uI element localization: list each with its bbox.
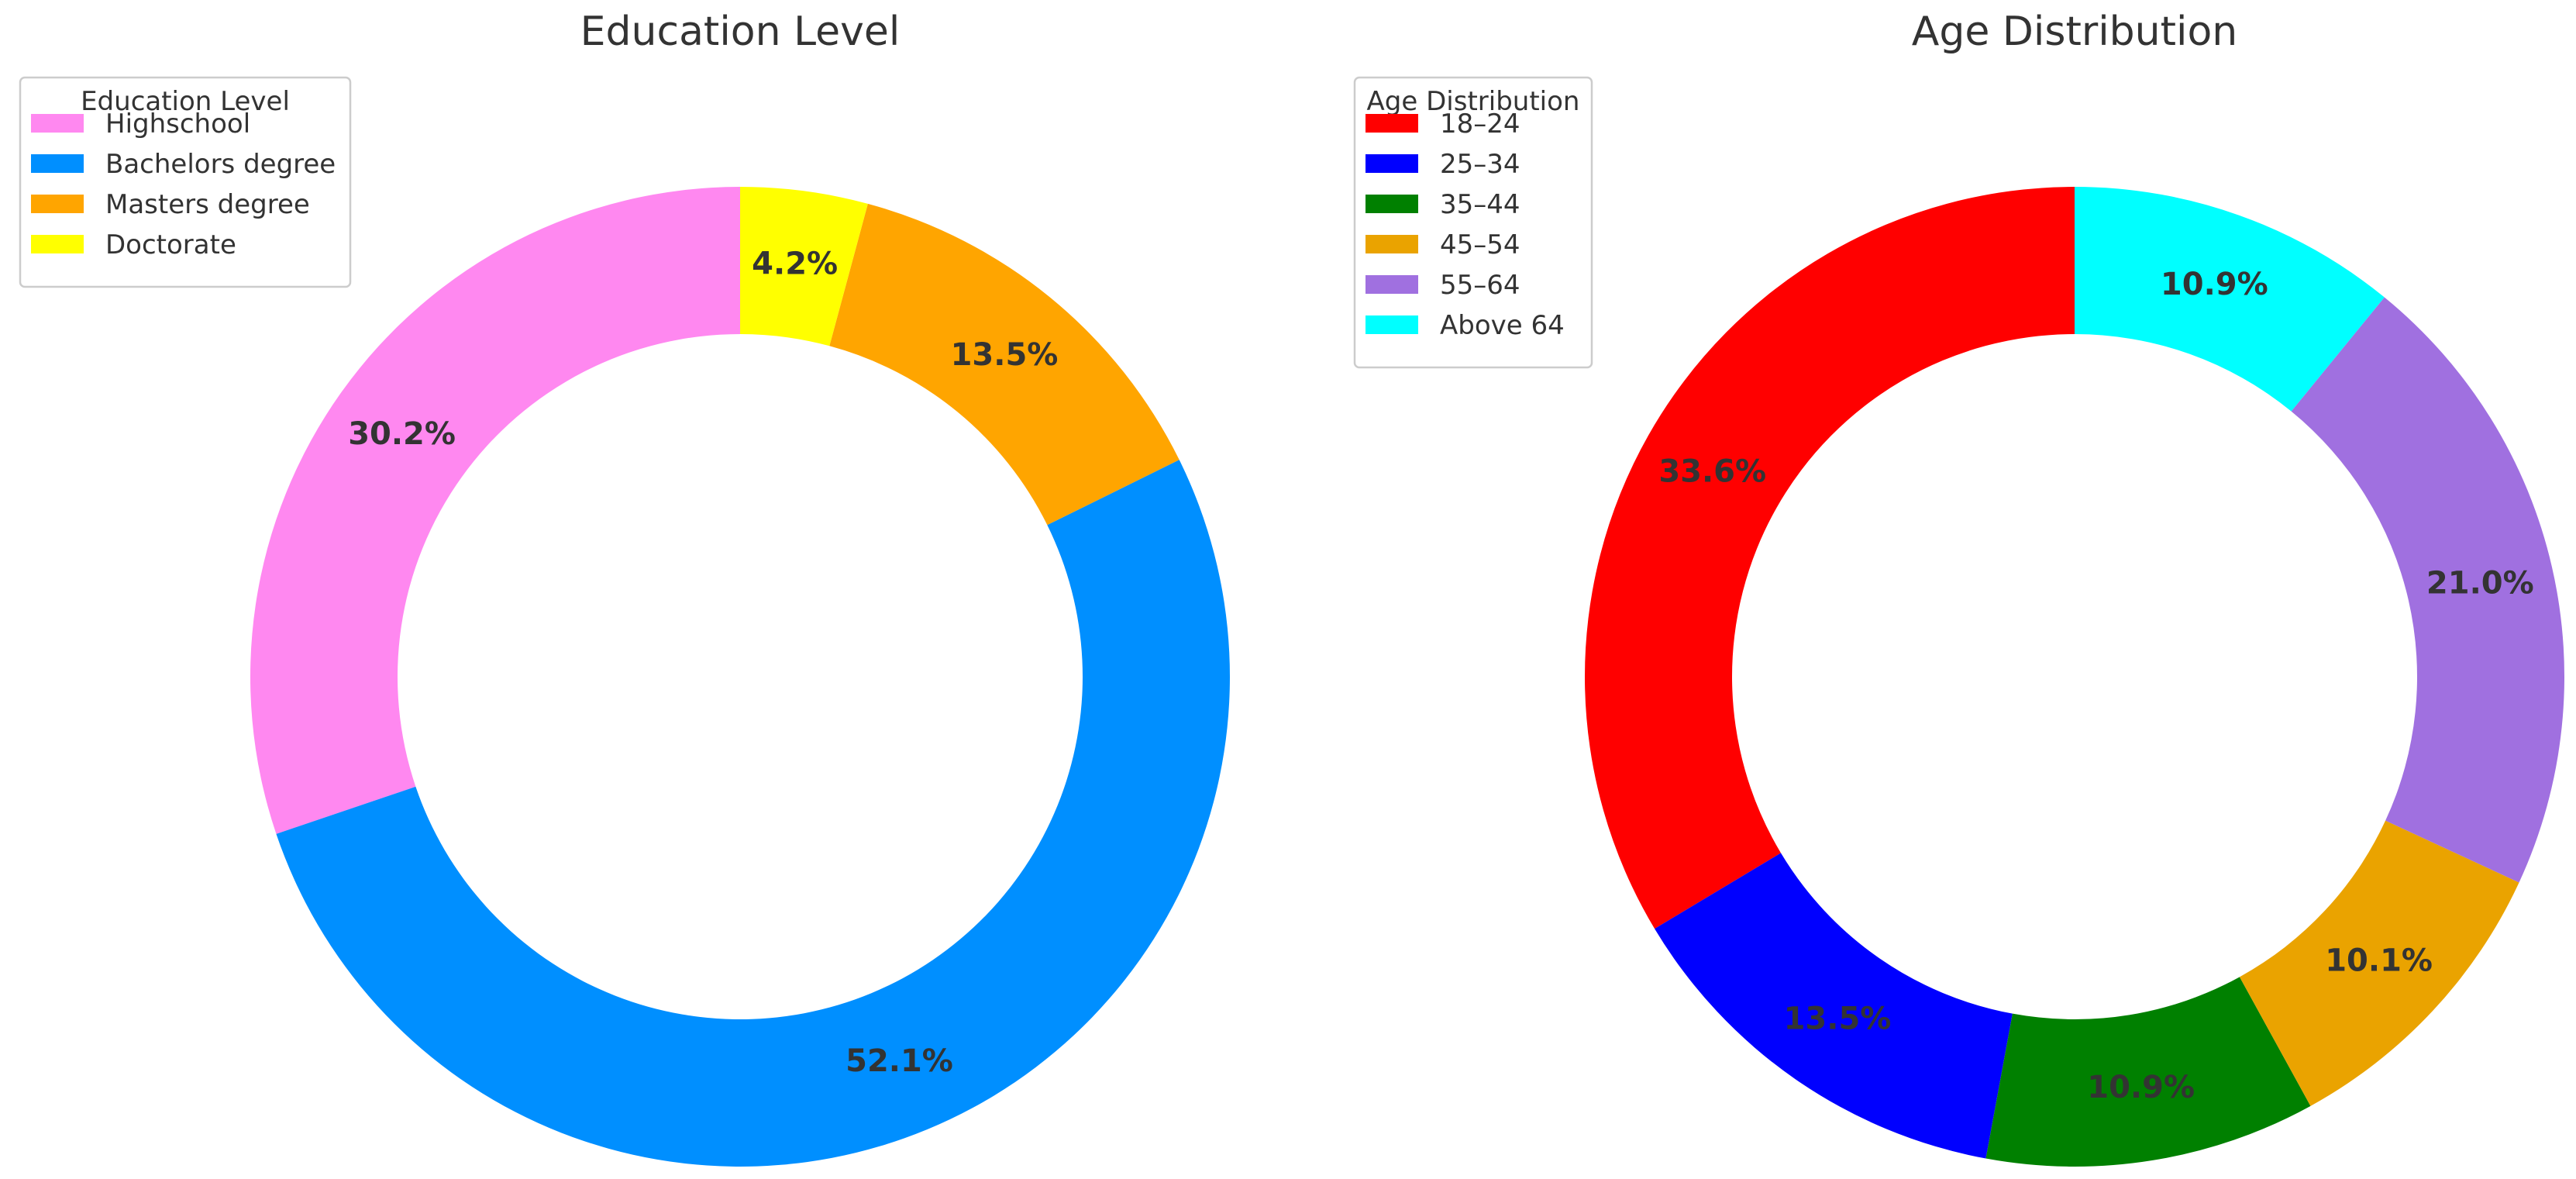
legend: Education Level Highschool Bachelors degr… — [19, 76, 352, 288]
legend-label-25-34: 25–34 — [1440, 149, 1520, 180]
chart-title: Age Distribution — [1912, 9, 2237, 55]
slice-label-above-64: 10.9% — [2161, 267, 2268, 302]
legend-label-highschool: Highschool — [105, 109, 250, 140]
donut-ring — [250, 187, 1231, 1167]
slice-35-44 — [1985, 977, 2311, 1167]
legend-label-bachelors-degree: Bachelors degree — [105, 149, 336, 180]
slice-label-45-54: 10.1% — [2325, 943, 2433, 978]
slice-label-bachelors-degree: 52.1% — [845, 1043, 953, 1079]
legend-title: Education Level — [81, 86, 290, 117]
legend-label-above-64: Above 64 — [1440, 310, 1565, 341]
chart-age-distribution: Age Distribution 33.6% 13.5% 10.9% 10.1% 21.… — [1353, 9, 2564, 1167]
legend-swatch-bachelors-degree — [31, 154, 84, 173]
slice-label-highschool: 30.2% — [348, 416, 456, 452]
legend-swatch-above-64 — [1365, 315, 1418, 334]
slice-label-25-34: 13.5% — [1784, 1001, 1892, 1036]
slice-highschool — [250, 187, 740, 834]
slice-above-64 — [2075, 187, 2385, 412]
legend-label-doctorate: Doctorate — [105, 229, 236, 260]
chart-education-level: Education Level 30.2% 52.1% 13.5% 4.2% Educ… — [19, 9, 1231, 1167]
slice-doctorate — [740, 187, 868, 346]
legend-box — [1353, 76, 1593, 369]
legend-title: Age Distribution — [1367, 86, 1580, 117]
legend-label-55-64: 55–64 — [1440, 270, 1520, 301]
slice-18-24 — [1585, 187, 2075, 929]
legend-swatch-18-24 — [1365, 114, 1418, 133]
legend-swatch-45-54 — [1365, 235, 1418, 253]
legend-box — [19, 76, 352, 288]
slice-label-18-24: 33.6% — [1658, 453, 1766, 489]
legend-label-masters-degree: Masters degree — [105, 189, 310, 220]
legend-swatch-masters-degree — [31, 195, 84, 213]
legend-swatch-highschool — [31, 114, 84, 133]
donut-ring — [1585, 187, 2564, 1167]
slice-55-64 — [2291, 297, 2564, 883]
legend-label-45-54: 45–54 — [1440, 229, 1520, 260]
slice-25-34 — [1655, 853, 2013, 1159]
slice-labels: 30.2% 52.1% 13.5% 4.2% — [348, 246, 1058, 1079]
slice-masters-degree — [829, 203, 1180, 526]
legend-swatch-25-34 — [1365, 154, 1418, 173]
slice-label-55-64: 21.0% — [2426, 566, 2534, 602]
legend-swatch-35-44 — [1365, 195, 1418, 213]
slice-label-35-44: 10.9% — [2087, 1070, 2195, 1105]
slice-bachelors-degree — [276, 460, 1231, 1167]
legend-swatch-55-64 — [1365, 275, 1418, 294]
legend-label-35-44: 35–44 — [1440, 189, 1520, 220]
chart-title: Education Level — [580, 9, 901, 55]
slice-label-doctorate: 4.2% — [752, 246, 838, 282]
slice-label-masters-degree: 13.5% — [951, 337, 1059, 373]
slice-45-54 — [2239, 820, 2519, 1106]
legend-label-18-24: 18–24 — [1440, 109, 1520, 140]
legend: Age Distribution 18–24 25–34 35–44 45–54 55–… — [1353, 76, 1593, 369]
legend-swatch-doctorate — [31, 235, 84, 253]
slice-labels: 33.6% 13.5% 10.9% 10.1% 21.0% 10.9% — [1658, 267, 2533, 1105]
